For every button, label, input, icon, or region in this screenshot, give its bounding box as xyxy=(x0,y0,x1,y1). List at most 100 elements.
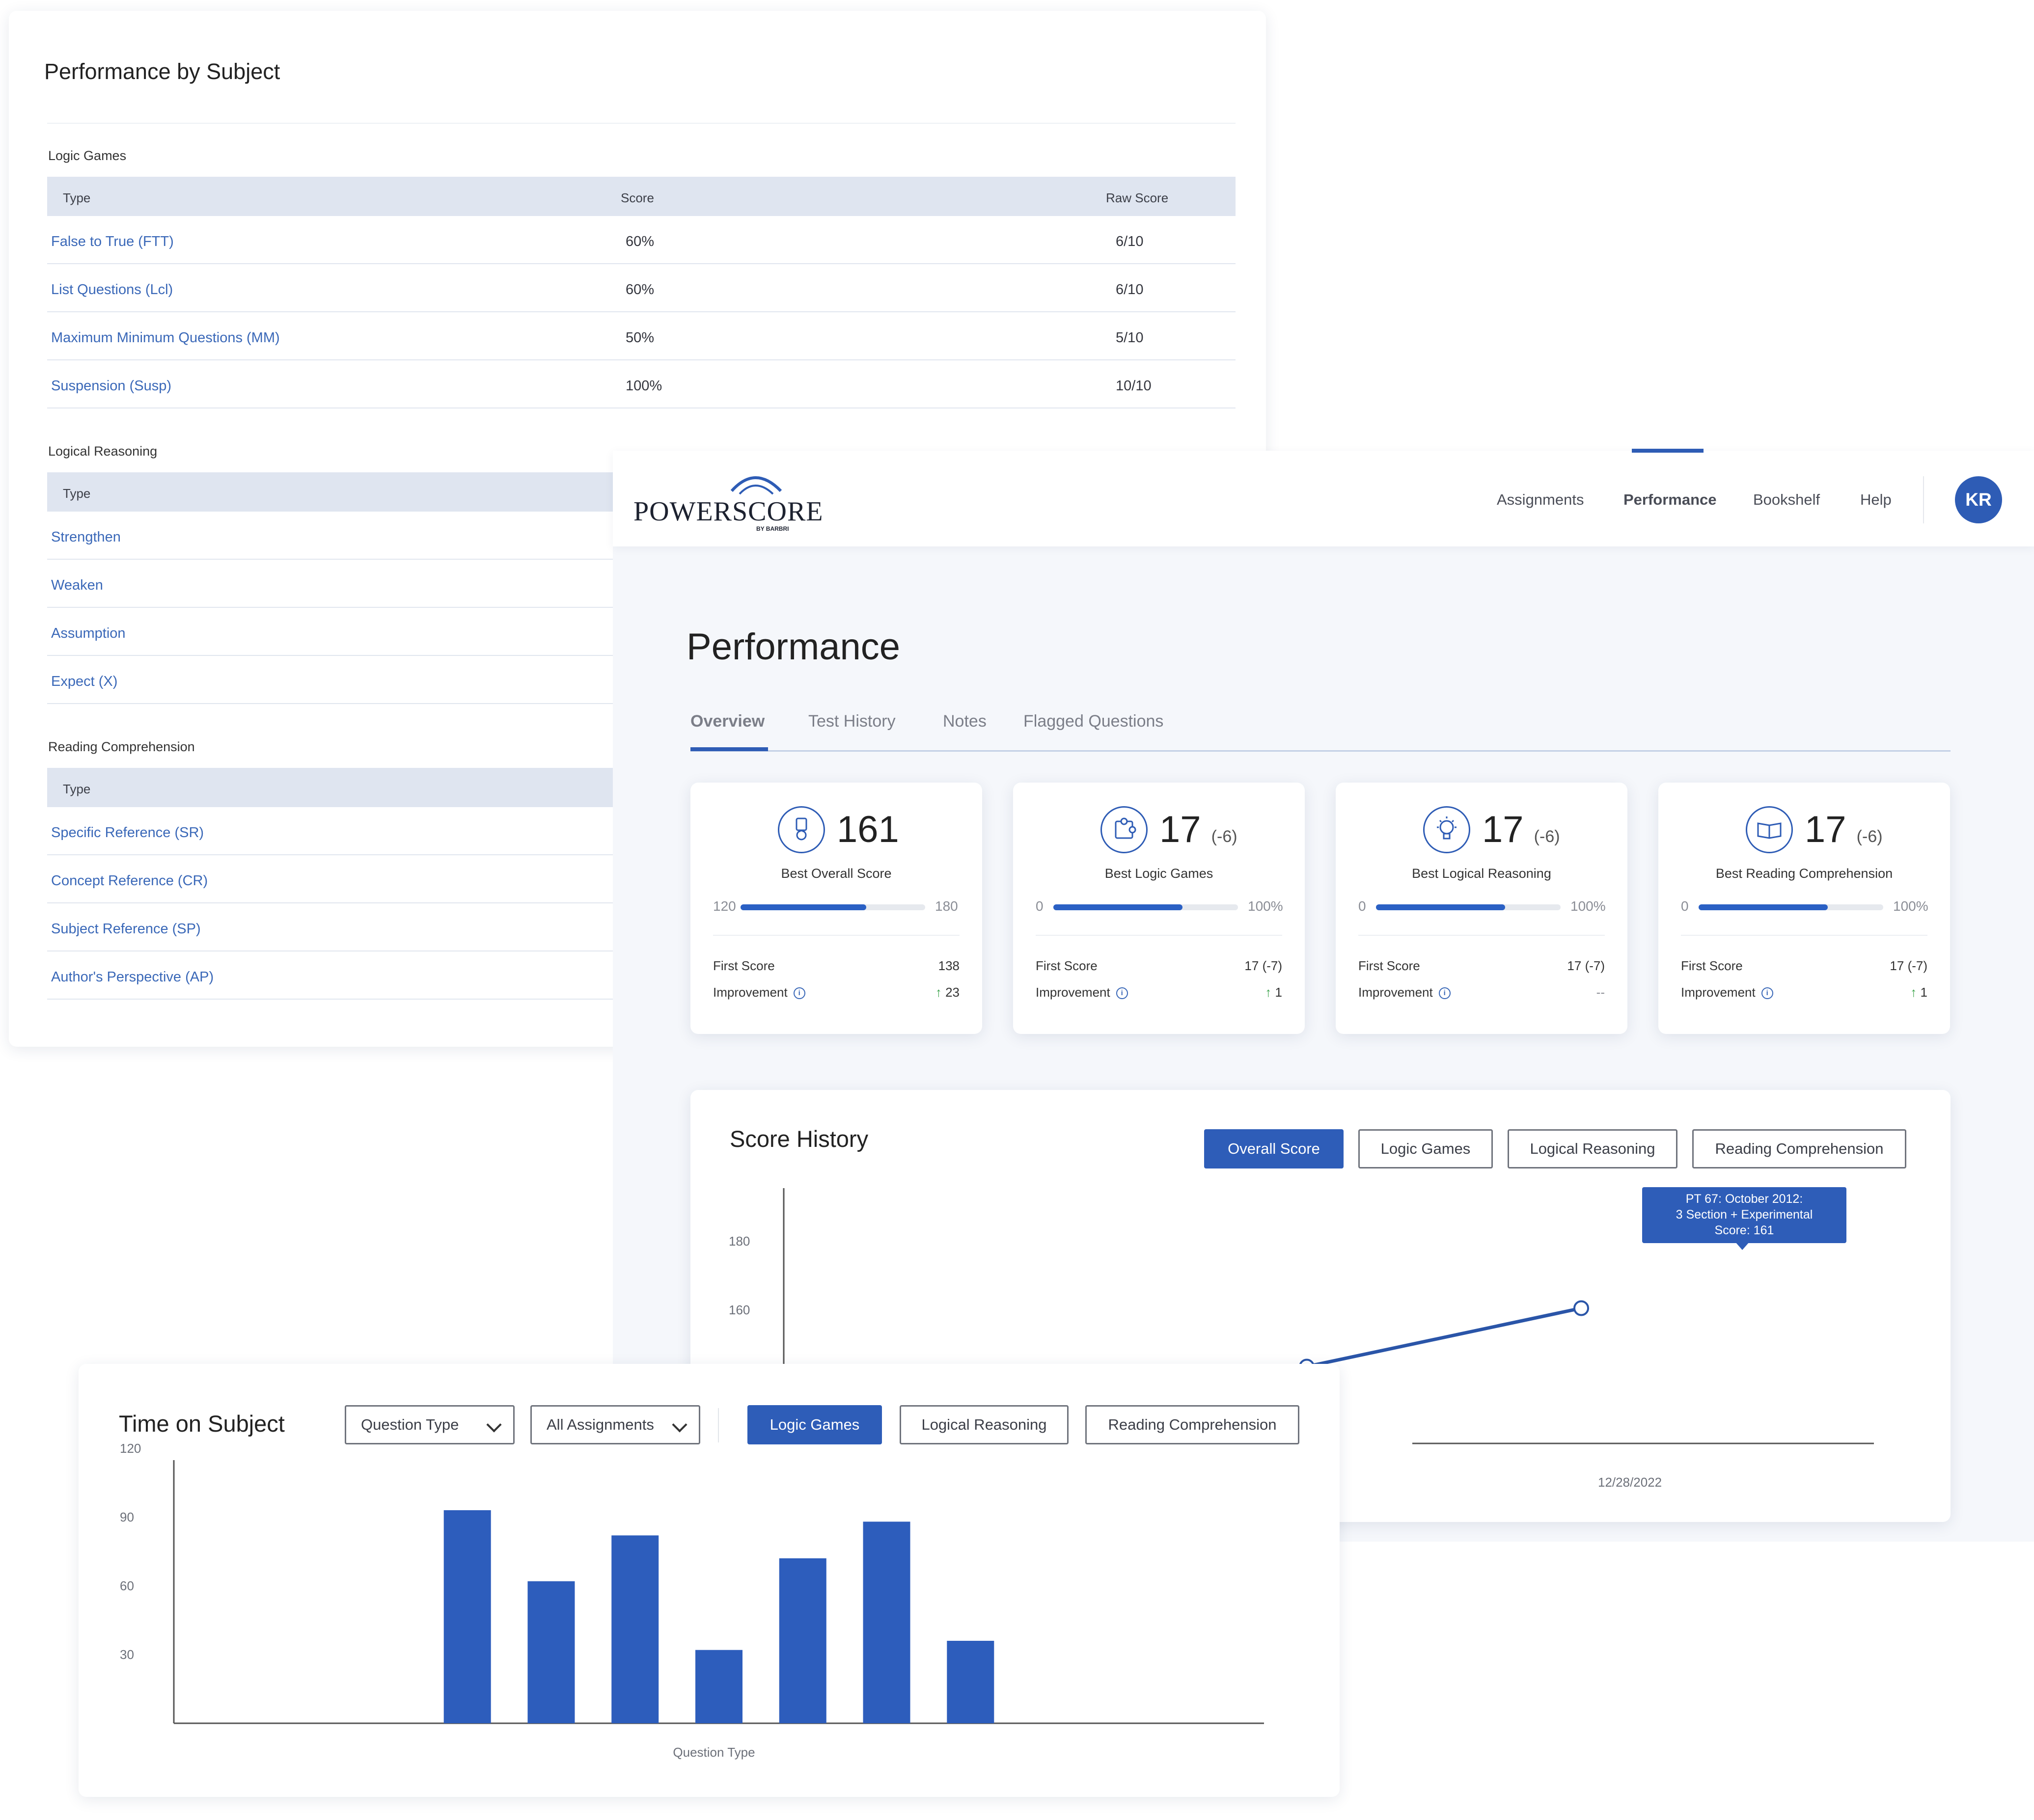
nav-help[interactable]: Help xyxy=(1860,491,1892,508)
column-header-score: Score xyxy=(621,190,654,205)
raw-score-cell: 6/10 xyxy=(1116,282,1144,298)
nav-performance[interactable]: Performance xyxy=(1623,491,1717,508)
question-type-link[interactable]: Weaken xyxy=(51,577,103,593)
filter-logic-games-button[interactable]: Logic Games xyxy=(1358,1129,1493,1168)
score-label: Best Reading Comprehension xyxy=(1715,866,1893,881)
score-value: 17 xyxy=(1805,809,1846,850)
question-type-link[interactable]: Assumption xyxy=(51,625,126,641)
filter-logical-reasoning-button[interactable]: Logical Reasoning xyxy=(1508,1129,1677,1168)
raw-score-cell: 10/10 xyxy=(1116,378,1152,394)
improvement-value: 1 xyxy=(1275,985,1282,1000)
question-type-link[interactable]: Subject Reference (SP) xyxy=(51,921,201,937)
range-min: 0 xyxy=(1681,898,1689,914)
info-icon[interactable]: i xyxy=(1438,987,1451,1000)
filter-reading-comprehension-button[interactable]: Reading Comprehension xyxy=(1085,1405,1299,1444)
page-title: Performance xyxy=(687,626,901,668)
question-type-link[interactable]: Specific Reference (SR) xyxy=(51,825,204,841)
bar[interactable] xyxy=(695,1650,742,1723)
score-cell: 100% xyxy=(626,378,662,394)
bar[interactable] xyxy=(527,1581,575,1723)
tooltip-line-2: 3 Section + Experimental xyxy=(1676,1208,1813,1222)
bar[interactable] xyxy=(443,1510,491,1723)
tab-overview[interactable]: Overview xyxy=(690,712,765,731)
progress-bar xyxy=(1376,904,1561,910)
data-point[interactable] xyxy=(1573,1300,1589,1316)
medal-icon xyxy=(778,806,825,853)
question-type-link[interactable]: Author's Perspective (AP) xyxy=(51,969,214,985)
nav-assignments[interactable]: Assignments xyxy=(1497,491,1584,508)
first-score-value: 138 xyxy=(938,958,960,973)
nav-bookshelf[interactable]: Bookshelf xyxy=(1753,491,1820,508)
logo-subtitle: BY BARBRI xyxy=(756,525,789,532)
improvement-value: 23 xyxy=(945,985,960,1000)
score-history-title: Score History xyxy=(730,1126,869,1152)
range-max: 180 xyxy=(935,898,958,914)
question-type-link[interactable]: List Questions (Lcl) xyxy=(51,282,173,298)
assignments-dropdown[interactable]: All Assignments xyxy=(530,1405,700,1444)
filter-logic-games-button[interactable]: Logic Games xyxy=(747,1405,882,1444)
divider xyxy=(47,123,1236,124)
bar[interactable] xyxy=(947,1641,994,1723)
question-type-link[interactable]: False to True (FTT) xyxy=(51,234,174,249)
first-score-value: 17 (-7) xyxy=(1890,958,1927,973)
table-row: Suspension (Susp) 100% 10/10 xyxy=(47,360,1236,408)
question-type-link[interactable]: Concept Reference (CR) xyxy=(51,873,208,889)
score-value: 161 xyxy=(837,809,899,850)
section-title-reading-comprehension: Reading Comprehension xyxy=(48,739,195,754)
puzzle-icon xyxy=(1100,806,1148,853)
score-delta: (-6) xyxy=(1211,827,1237,846)
score-card-overall: 161 Best Overall Score 120 180 First Sco… xyxy=(690,783,982,1034)
info-icon[interactable]: i xyxy=(1761,987,1773,1000)
active-tab-indicator xyxy=(690,747,768,751)
table-row: Maximum Minimum Questions (MM) 50% 5/10 xyxy=(47,312,1236,360)
score-label: Best Logical Reasoning xyxy=(1412,866,1551,881)
first-score-value: 17 (-7) xyxy=(1567,958,1605,973)
score-card-logical-reasoning: 17 (-6) Best Logical Reasoning 0 100% Fi… xyxy=(1336,783,1627,1034)
progress-fill xyxy=(1053,904,1183,910)
question-type-link[interactable]: Strengthen xyxy=(51,529,121,545)
x-axis-label: Question Type xyxy=(673,1745,755,1760)
y-tick-label: 30 xyxy=(120,1647,134,1662)
question-type-dropdown[interactable]: Question Type xyxy=(345,1405,515,1444)
bar[interactable] xyxy=(611,1535,659,1723)
filter-reading-comprehension-button[interactable]: Reading Comprehension xyxy=(1692,1129,1906,1168)
bar[interactable] xyxy=(779,1558,826,1723)
range-min: 120 xyxy=(713,898,736,914)
tabs-divider xyxy=(690,750,1951,752)
range-min: 0 xyxy=(1036,898,1044,914)
question-type-link[interactable]: Expect (X) xyxy=(51,674,118,689)
powerscore-logo[interactable]: POWERSCORE BY BARBRI xyxy=(633,470,823,534)
info-icon[interactable]: i xyxy=(1116,987,1128,1000)
improvement-value: 1 xyxy=(1920,985,1927,1000)
time-on-subject-card: Time on Subject Question Type All Assign… xyxy=(79,1364,1340,1797)
section-title-logical-reasoning: Logical Reasoning xyxy=(48,444,158,459)
tab-flagged-questions[interactable]: Flagged Questions xyxy=(1023,712,1164,731)
dropdown-value: Question Type xyxy=(361,1416,459,1433)
tab-test-history[interactable]: Test History xyxy=(808,712,896,731)
raw-score-cell: 5/10 xyxy=(1116,330,1144,346)
progress-bar xyxy=(1699,904,1883,910)
info-icon[interactable]: i xyxy=(793,987,805,1000)
y-tick-label: 180 xyxy=(729,1234,750,1249)
score-value: 17 xyxy=(1159,809,1201,850)
filter-overall-score-button[interactable]: Overall Score xyxy=(1204,1129,1344,1168)
time-on-subject-title: Time on Subject xyxy=(119,1411,285,1437)
arrow-up-icon: ↑ xyxy=(1910,985,1917,1000)
bar[interactable] xyxy=(863,1521,910,1723)
question-type-link[interactable]: Maximum Minimum Questions (MM) xyxy=(51,330,280,346)
tooltip-line-1: PT 67: October 2012: xyxy=(1685,1192,1803,1206)
tab-notes[interactable]: Notes xyxy=(943,712,987,731)
divider xyxy=(1036,935,1282,936)
score-delta: (-6) xyxy=(1856,827,1883,846)
filter-logical-reasoning-button[interactable]: Logical Reasoning xyxy=(900,1405,1069,1444)
score-cell: 60% xyxy=(626,234,655,249)
column-header-type: Type xyxy=(63,190,91,205)
first-score-label: First Score xyxy=(1036,958,1098,973)
user-avatar[interactable]: KR xyxy=(1955,476,2002,523)
score-tooltip: PT 67: October 2012: 3 Section + Experim… xyxy=(1642,1187,1846,1250)
first-score-value: 17 (-7) xyxy=(1244,958,1282,973)
improvement-label: Improvement xyxy=(1681,985,1756,1000)
section-title-logic-games: Logic Games xyxy=(48,148,127,163)
lightbulb-icon xyxy=(1423,806,1470,853)
question-type-link[interactable]: Suspension (Susp) xyxy=(51,378,172,394)
